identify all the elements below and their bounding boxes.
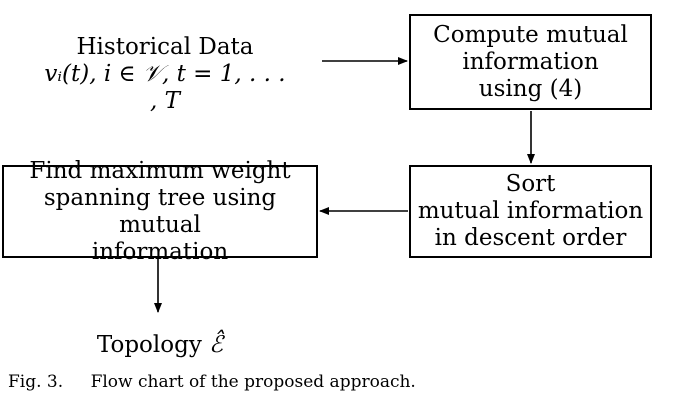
topology-output: Topology ℰ̂ — [60, 332, 260, 359]
sort-line-3: in descent order — [434, 225, 627, 251]
sort-line-2: mutual information — [417, 198, 644, 224]
topology-symbol: ℰ̂ — [209, 332, 224, 358]
compute-line-3: using (4) — [478, 75, 583, 102]
find-spanning-tree-box: Find maximum weight spanning tree using … — [2, 158, 318, 265]
figure-caption: Fig. 3. Flow chart of the proposed appro… — [8, 372, 416, 392]
topology-label: Topology — [96, 332, 202, 358]
figure-caption-text: Flow chart of the proposed approach. — [90, 372, 416, 392]
historical-data-title: Historical Data — [76, 34, 254, 60]
find-line-3: information — [91, 238, 229, 265]
historical-data-label: Historical Data vᵢ(t), i ∈ 𝒱, t = 1, . .… — [40, 34, 290, 115]
find-line-1: Find maximum weight — [29, 157, 291, 184]
sort-mutual-information-box: Sort mutual information in descent order — [409, 165, 652, 258]
figure-caption-label: Fig. 3. — [8, 372, 64, 392]
historical-data-formula: vᵢ(t), i ∈ 𝒱, t = 1, . . . , T — [44, 61, 286, 114]
compute-mutual-information-box: Compute mutual information using (4) — [409, 14, 652, 110]
compute-line-1: Compute mutual — [433, 21, 628, 48]
sort-line-1: Sort — [505, 171, 556, 197]
compute-line-2: information — [462, 48, 599, 75]
find-line-2: spanning tree using mutual — [43, 184, 277, 238]
